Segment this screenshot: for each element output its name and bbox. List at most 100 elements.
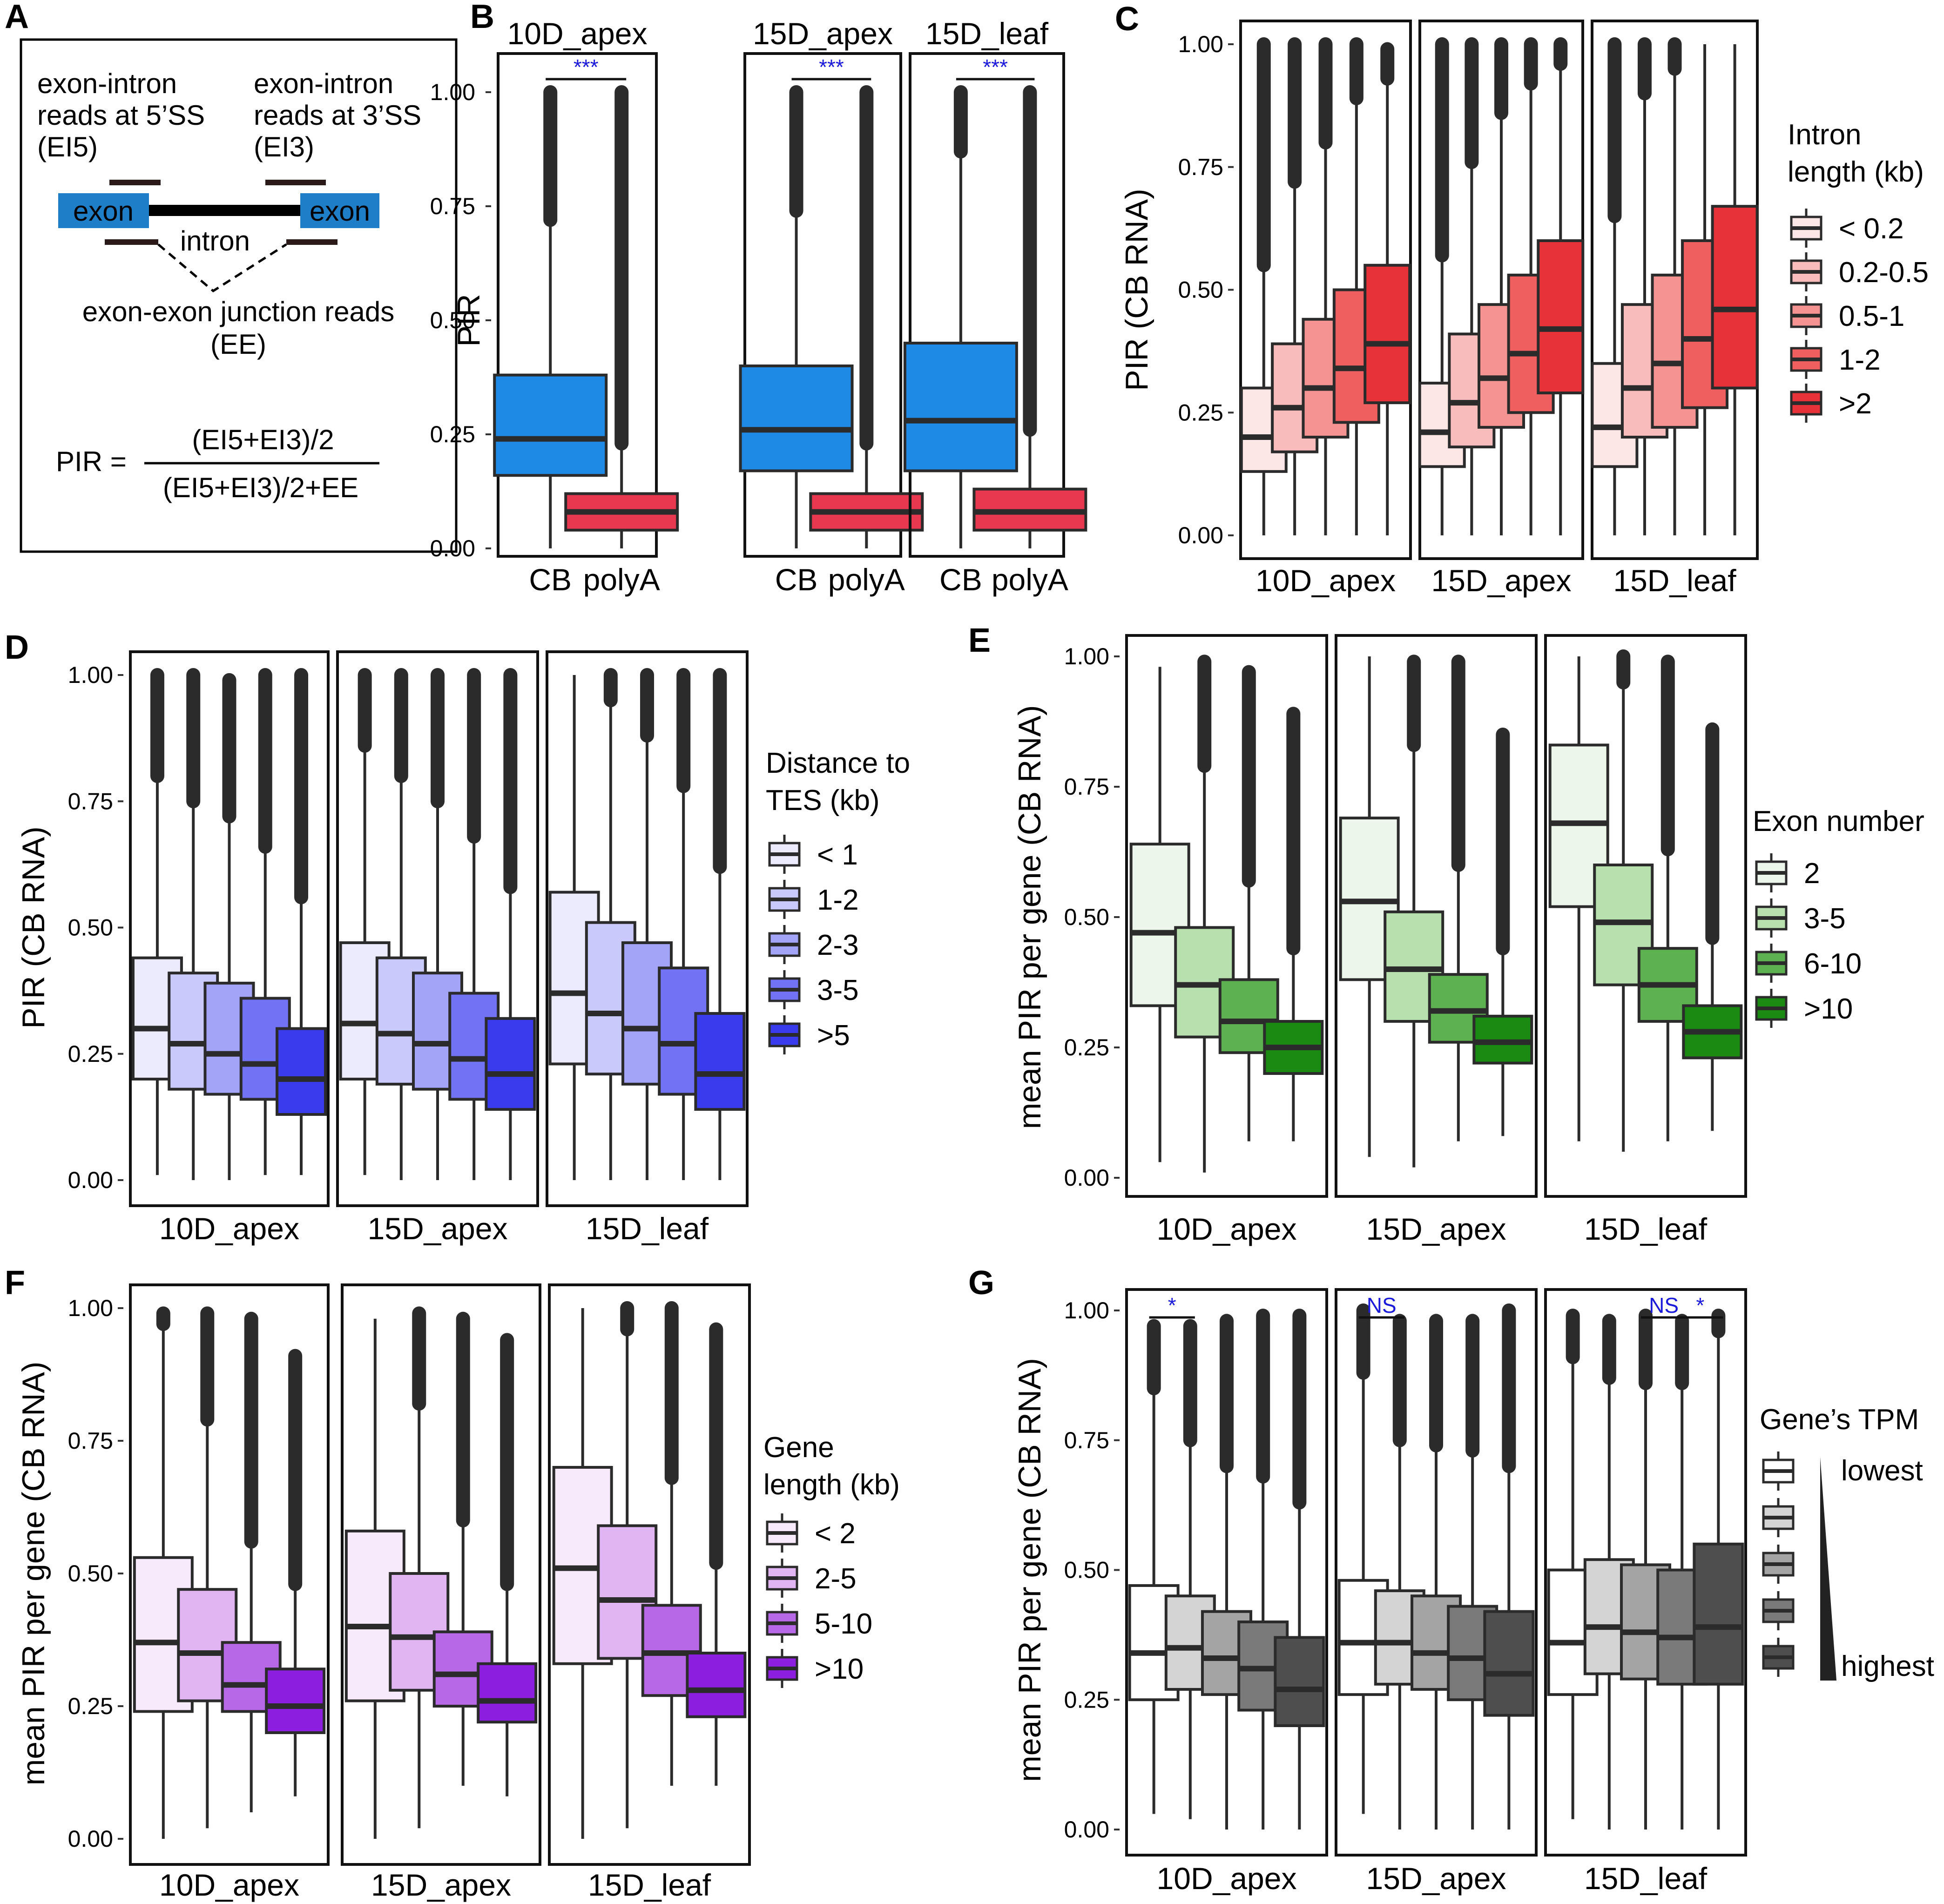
ei5-label-line2: reads at 5’SS xyxy=(37,100,205,131)
box-5 xyxy=(1483,1610,1535,1717)
chart-g: 0.00 0.25 0.50 0.75 1.00 mean PIR per gene (C… xyxy=(1012,1288,1934,1896)
facet-label: 10D_apex xyxy=(507,16,648,51)
y-tick-label: 1.00 xyxy=(430,79,475,105)
legend-title: Gene xyxy=(763,1431,834,1464)
facet-frame xyxy=(129,650,330,1207)
y-axis-label: mean PIR per gene (CB RNA) xyxy=(1012,705,1047,1129)
significance-label: *** xyxy=(983,55,1008,79)
box-10 xyxy=(265,1668,326,1734)
chart-b: 0.00 0.25 0.50 0.75 1.00 PIR 10D_apex CB polyA **… xyxy=(430,16,1087,597)
y-axis-label: mean PIR per gene (CB RNA) xyxy=(16,1362,51,1786)
y-tick-label: 0.75 xyxy=(1178,154,1223,180)
facet-label: 15D_apex xyxy=(753,16,893,51)
panel-letter-c: C xyxy=(1115,0,1139,38)
y-tick-label: 0.25 xyxy=(1064,1034,1109,1060)
legend-title: Exon number xyxy=(1753,805,1924,837)
formula-numerator: (EI5+EI3)/2 xyxy=(192,424,334,455)
legend-label: < 1 xyxy=(817,839,858,871)
facet-frame xyxy=(1544,1288,1747,1857)
panel-a-frame xyxy=(20,38,458,553)
legend-label: 5-10 xyxy=(815,1608,872,1640)
panel-letter-g: G xyxy=(968,1264,994,1302)
y-tick-label: 0.75 xyxy=(1064,1427,1109,1453)
y-tick-label: 0.00 xyxy=(68,1167,113,1193)
chart-d: 0.00 0.25 0.50 0.75 1.00 PIR (CB RNA) 10D_apex… xyxy=(16,650,910,1246)
box-5 xyxy=(276,1027,327,1116)
facet-label: 15D_leaf xyxy=(1613,563,1736,598)
facet-label: 15D_apex xyxy=(1366,1212,1506,1246)
legend-label: < 0.2 xyxy=(1839,213,1904,245)
facet-label: 10D_apex xyxy=(159,1211,299,1246)
facet-label: 15D_apex xyxy=(368,1211,508,1246)
y-tick-label: 0.00 xyxy=(1064,1816,1109,1843)
legend-label: >10 xyxy=(1804,993,1853,1025)
y-tick-label: 0.75 xyxy=(430,193,475,219)
legend-label: 1-2 xyxy=(817,884,859,916)
legend-label: 1-2 xyxy=(1839,344,1881,376)
y-tick-label: 0.25 xyxy=(1064,1687,1109,1713)
facet-label: 15D_leaf xyxy=(925,16,1049,51)
box-5 xyxy=(485,1017,536,1111)
y-axis-label: mean PIR per gene (CB RNA) xyxy=(1012,1358,1047,1782)
facet-frame xyxy=(546,650,749,1207)
facet-label: 10D_apex xyxy=(1157,1861,1297,1896)
y-tick-label: 0.00 xyxy=(1178,522,1223,548)
y-tick-label: 0.75 xyxy=(68,788,113,814)
exon-right-box xyxy=(300,193,379,228)
y-tick-label: 1.00 xyxy=(68,1295,113,1321)
panel-letter-e: E xyxy=(968,622,991,659)
significance-label: * xyxy=(1696,1293,1704,1317)
facet-frame xyxy=(1544,634,1747,1198)
panel-letter-f: F xyxy=(5,1264,25,1302)
facet-label: 15D_leaf xyxy=(1584,1212,1708,1246)
box-CB xyxy=(739,365,854,473)
legend-label: 2-3 xyxy=(817,929,859,961)
legend-label: < 2 xyxy=(815,1518,856,1550)
legend-title: length (kb) xyxy=(763,1469,900,1501)
box-CB xyxy=(903,342,1018,473)
legend-title: Distance to xyxy=(766,747,910,779)
y-tick-label: 0.25 xyxy=(68,1041,113,1067)
facet-frame xyxy=(336,650,539,1207)
facet-label: 15D_apex xyxy=(1431,563,1572,598)
y-tick-label: 0.50 xyxy=(68,1560,113,1587)
ee-label-line1: exon-exon junction reads xyxy=(82,296,394,327)
tpm-gradient-wedge xyxy=(1820,1457,1836,1681)
facet-label: 10D_apex xyxy=(1157,1212,1297,1246)
ei5-label-line3: (EI5) xyxy=(37,131,98,162)
legend-end-high: highest xyxy=(1841,1650,1934,1682)
box-10 xyxy=(686,1652,747,1718)
y-tick-label: 0.50 xyxy=(1064,1557,1109,1583)
y-tick-label: 0.00 xyxy=(68,1826,113,1852)
y-tick-label: 0.50 xyxy=(68,915,113,941)
panel-letter-d: D xyxy=(5,629,29,666)
facet-frame xyxy=(1125,1288,1328,1857)
y-tick-label: 0.00 xyxy=(430,535,475,561)
exon-left-label: exon xyxy=(73,196,134,227)
legend-label: 2-5 xyxy=(815,1563,857,1595)
legend-end-low: lowest xyxy=(1841,1455,1923,1487)
ee-label-line2: (EE) xyxy=(210,329,266,360)
y-tick-label: 0.50 xyxy=(1178,277,1223,303)
legend-label: >2 xyxy=(1839,388,1872,420)
category-label: polyA xyxy=(828,562,905,597)
facet-frame xyxy=(341,1283,541,1866)
box-2 xyxy=(1537,239,1585,395)
chart-e: 0.00 0.25 0.50 0.75 1.00 mean PIR per gene (C… xyxy=(1012,634,1924,1246)
formula-lhs: PIR = xyxy=(56,446,127,477)
y-tick-label: 0.25 xyxy=(68,1693,113,1719)
category-label: polyA xyxy=(992,562,1068,597)
legend-label: 2 xyxy=(1804,857,1820,890)
y-tick-label: 0.00 xyxy=(1064,1165,1109,1191)
legend-title: Gene’s TPM xyxy=(1760,1404,1919,1436)
y-tick-label: 1.00 xyxy=(68,662,113,688)
facet-frame xyxy=(1125,634,1328,1198)
box-2 xyxy=(1711,205,1759,390)
box-5 xyxy=(694,1012,746,1111)
legend-label: 0.2-0.5 xyxy=(1839,257,1929,289)
legend-label: >5 xyxy=(817,1020,850,1052)
y-axis-label: PIR (CB RNA) xyxy=(16,826,51,1028)
legend-label: 3-5 xyxy=(1804,903,1846,935)
